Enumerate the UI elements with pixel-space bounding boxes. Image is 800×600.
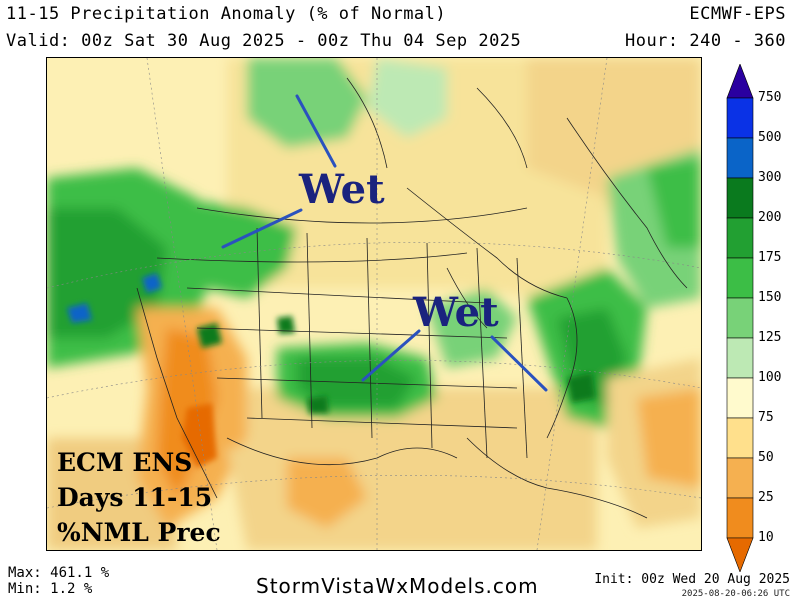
colorbar-top-triangle bbox=[726, 64, 754, 99]
colorbar bbox=[726, 64, 754, 572]
generated-timestamp: 2025-08-20-06:26 UTC bbox=[681, 589, 790, 599]
init-time: Init: 00z Wed 20 Aug 2025 bbox=[594, 572, 790, 587]
model-name: ECMWF-EPS bbox=[689, 4, 786, 24]
overlay-line-3: %NML Prec bbox=[57, 518, 221, 547]
colorbar-label: 750 bbox=[758, 90, 782, 105]
colorbar-segment bbox=[726, 297, 754, 339]
colorbar-label: 175 bbox=[758, 250, 782, 265]
anomaly-field bbox=[47, 58, 701, 550]
min-value: Min: 1.2 % bbox=[8, 581, 93, 597]
colorbar-label: 150 bbox=[758, 290, 782, 305]
overlay-line-1: ECM ENS bbox=[57, 448, 193, 477]
colorbar-segment bbox=[726, 337, 754, 379]
colorbar-label: 300 bbox=[758, 170, 782, 185]
colorbar-label: 200 bbox=[758, 210, 782, 225]
wet-label-east: Wet bbox=[413, 289, 499, 336]
colorbar-label: 100 bbox=[758, 370, 782, 385]
colorbar-segment bbox=[726, 217, 754, 259]
overlay-caption: ECM ENS Days 11-15 %NML Prec bbox=[57, 445, 221, 550]
overlay-line-2: Days 11-15 bbox=[57, 483, 213, 512]
boundary-lines bbox=[136, 77, 688, 519]
max-value: Max: 461.1 % bbox=[8, 565, 110, 581]
annotation-arrows bbox=[221, 94, 548, 392]
colorbar-label: 10 bbox=[758, 530, 774, 545]
colorbar-bottom-triangle bbox=[726, 537, 754, 572]
colorbar-label: 75 bbox=[758, 410, 774, 425]
graticule bbox=[47, 58, 701, 550]
colorbar-segment bbox=[726, 457, 754, 499]
map-title: 11-15 Precipitation Anomaly (% of Normal… bbox=[6, 4, 447, 24]
wet-label-north: Wet bbox=[299, 166, 385, 213]
precipitation-anomaly-map: Wet Wet ECM ENS Days 11-15 %NML Prec bbox=[46, 57, 702, 551]
colorbar-segment bbox=[726, 377, 754, 419]
colorbar-segment bbox=[726, 497, 754, 539]
colorbar-label: 125 bbox=[758, 330, 782, 345]
colorbar-label: 500 bbox=[758, 130, 782, 145]
colorbar-label: 25 bbox=[758, 490, 774, 505]
site-name: StormVistaWxModels.com bbox=[256, 574, 539, 598]
colorbar-segment bbox=[726, 257, 754, 299]
valid-period: Valid: 00z Sat 30 Aug 2025 - 00z Thu 04 … bbox=[6, 31, 522, 51]
colorbar-segment bbox=[726, 417, 754, 459]
colorbar-label: 50 bbox=[758, 450, 774, 465]
anomaly-cores bbox=[67, 273, 595, 468]
forecast-hour: Hour: 240 - 360 bbox=[624, 31, 786, 51]
map-canvas bbox=[47, 58, 701, 550]
colorbar-segment bbox=[726, 97, 754, 139]
colorbar-segment bbox=[726, 177, 754, 219]
colorbar-segment bbox=[726, 137, 754, 179]
